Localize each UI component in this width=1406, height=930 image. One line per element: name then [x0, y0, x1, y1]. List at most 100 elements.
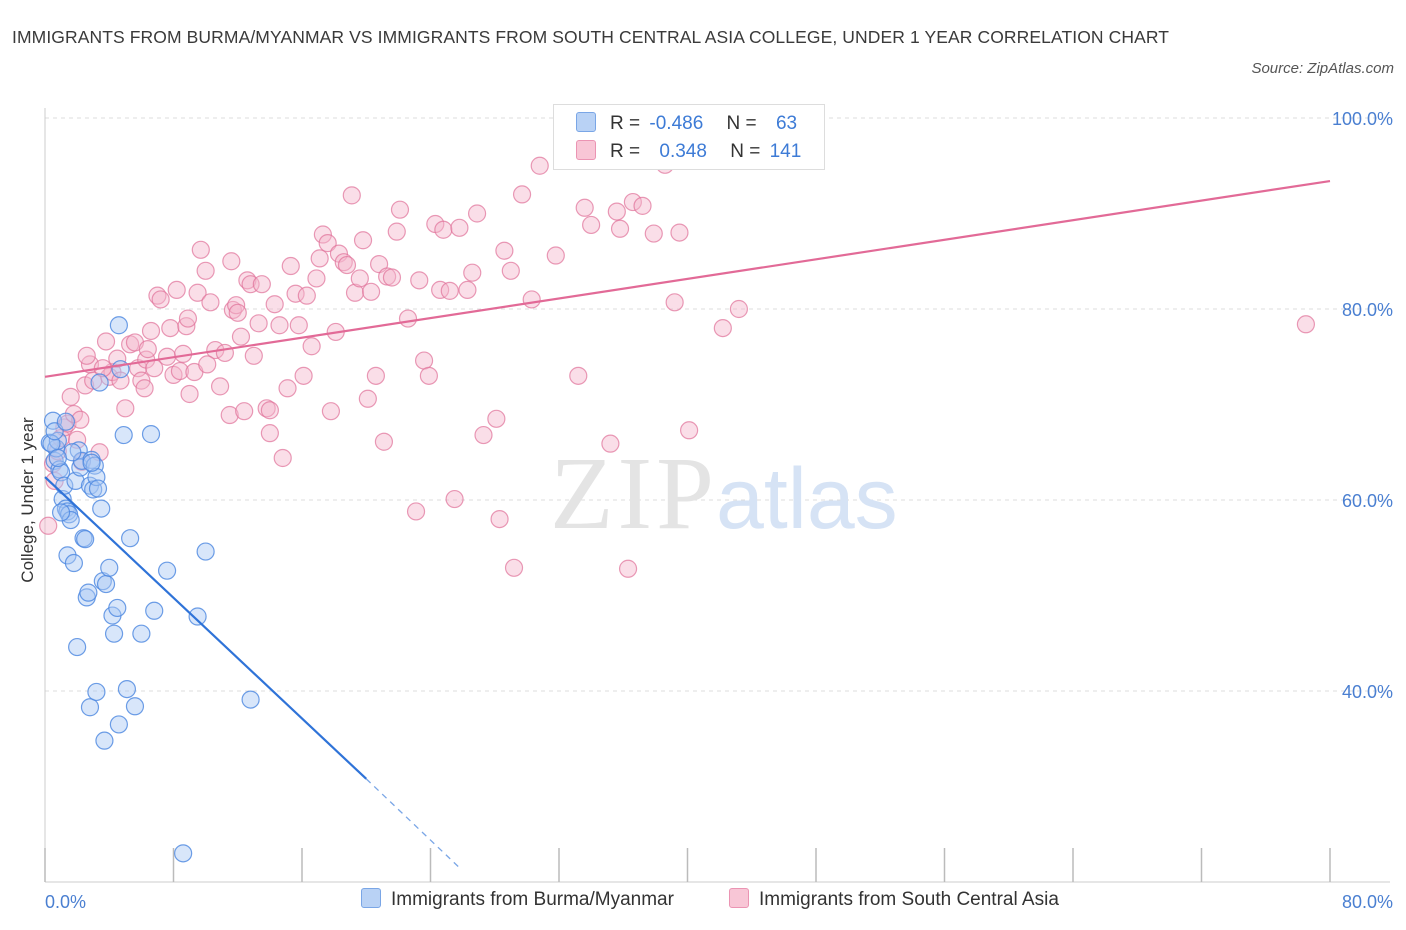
data-point-burma-myanmar	[100, 558, 119, 577]
data-point-south-central-asia	[623, 192, 642, 212]
y-tick-label: 80.0%	[1342, 300, 1393, 320]
data-point-south-central-asia	[670, 223, 689, 242]
data-point-south-central-asia	[310, 249, 329, 268]
correlation-legend: R = -0.486 N = 63 R = 0.348 N = 141	[553, 104, 825, 170]
data-point-burma-myanmar	[87, 467, 106, 487]
data-point-south-central-asia	[188, 283, 207, 302]
data-point-south-central-asia	[39, 516, 58, 535]
data-point-burma-myanmar	[50, 460, 69, 479]
data-point-south-central-asia	[273, 448, 292, 468]
data-point-south-central-asia	[151, 290, 170, 309]
data-point-burma-myanmar	[74, 529, 93, 548]
data-point-south-central-asia	[512, 185, 532, 204]
data-point-south-central-asia	[108, 349, 127, 368]
y-tick-label: 60.0%	[1342, 491, 1393, 511]
data-point-south-central-asia	[374, 432, 394, 451]
data-point-south-central-asia	[546, 246, 565, 265]
data-point-burma-myanmar	[56, 412, 75, 431]
data-point-south-central-asia	[665, 293, 684, 312]
legend-n-value: 141	[769, 141, 802, 162]
legend-n-label: N =	[730, 141, 761, 162]
data-point-south-central-asia	[138, 340, 157, 359]
data-point-burma-myanmar	[196, 542, 215, 561]
data-point-south-central-asia	[210, 377, 230, 396]
data-point-burma-myanmar	[51, 503, 71, 522]
legend-row-burma: R = -0.486 N = 63	[576, 110, 797, 138]
data-point-south-central-asia	[467, 204, 487, 223]
data-point-burma-myanmar	[58, 546, 77, 565]
data-point-south-central-asia	[601, 434, 620, 453]
bottom-legend-swatch-pink	[729, 888, 749, 908]
data-point-south-central-asia	[390, 200, 410, 219]
data-point-south-central-asia	[61, 387, 80, 406]
data-point-burma-myanmar	[85, 456, 104, 475]
data-point-burma-myanmar	[80, 698, 100, 717]
data-point-south-central-asia	[434, 220, 453, 239]
data-point-south-central-asia	[490, 509, 509, 529]
data-point-south-central-asia	[191, 240, 210, 259]
data-point-burma-myanmar	[68, 637, 87, 657]
data-point-south-central-asia	[257, 399, 276, 418]
data-point-burma-myanmar	[145, 601, 164, 620]
data-point-south-central-asia	[345, 283, 365, 302]
data-point-south-central-asia	[410, 271, 429, 290]
x-tick-label: 0.0%	[45, 892, 86, 912]
watermark-atlas: atlas	[716, 451, 898, 547]
y-tick-label: 100.0%	[1332, 109, 1393, 129]
data-point-south-central-asia	[337, 255, 357, 275]
data-point-south-central-asia	[431, 280, 450, 299]
data-point-south-central-asia	[495, 241, 514, 260]
data-point-south-central-asia	[1296, 315, 1316, 334]
data-point-south-central-asia	[729, 299, 749, 319]
data-point-south-central-asia	[633, 196, 652, 215]
data-point-burma-myanmar	[96, 574, 116, 594]
data-point-south-central-asia	[289, 316, 308, 335]
data-point-burma-myanmar	[141, 425, 161, 444]
data-point-burma-myanmar	[109, 316, 128, 335]
data-point-south-central-asia	[231, 327, 251, 346]
data-point-south-central-asia	[334, 253, 353, 272]
data-point-south-central-asia	[198, 355, 217, 374]
data-point-south-central-asia	[260, 401, 279, 420]
data-point-burma-myanmar	[64, 553, 84, 573]
tick-labels: 40.0% 60.0% 80.0% 100.0% 0.0% 80.0%	[45, 109, 1393, 912]
data-point-burma-myanmar	[82, 453, 101, 472]
data-point-south-central-asia	[178, 309, 198, 328]
data-point-south-central-asia	[450, 218, 469, 237]
data-point-south-central-asia	[215, 343, 234, 363]
data-point-burma-myanmar	[109, 715, 128, 734]
legend-swatch-blue	[576, 112, 596, 132]
data-point-south-central-asia	[297, 286, 316, 305]
data-point-south-central-asia	[501, 261, 520, 280]
data-point-burma-myanmar	[121, 529, 140, 548]
data-point-south-central-asia	[607, 202, 626, 221]
data-point-south-central-asia	[644, 224, 663, 243]
data-point-south-central-asia	[77, 346, 96, 365]
data-point-south-central-asia	[463, 263, 482, 282]
data-point-south-central-asia	[445, 489, 464, 509]
data-point-south-central-asia	[116, 399, 135, 418]
data-point-south-central-asia	[196, 261, 215, 280]
data-point-south-central-asia	[252, 275, 271, 294]
data-point-south-central-asia	[260, 424, 279, 443]
data-point-south-central-asia	[382, 268, 402, 287]
data-point-burma-myanmar	[188, 607, 207, 626]
data-point-south-central-asia	[361, 282, 381, 301]
data-point-burma-myanmar	[88, 479, 108, 498]
bottom-legend-label-south-central-asia: Immigrants from South Central Asia	[759, 889, 1059, 910]
watermark: ZIP atlas	[550, 436, 898, 551]
data-point-south-central-asia	[530, 156, 549, 175]
data-point-burma-myanmar	[61, 510, 80, 530]
data-point-burma-myanmar	[114, 425, 133, 445]
legend-r-value: -0.486	[649, 113, 704, 134]
data-point-south-central-asia	[249, 314, 268, 333]
bottom-legend-burma: Immigrants from Burma/Myanmar	[361, 888, 674, 911]
x-tick-label: 80.0%	[1342, 892, 1393, 912]
data-point-burma-myanmar	[174, 844, 193, 863]
data-point-burma-myanmar	[125, 697, 145, 716]
data-point-south-central-asia	[313, 225, 332, 244]
data-point-south-central-asia	[419, 366, 438, 385]
series-south-central-asia	[39, 155, 1316, 578]
data-point-south-central-asia	[358, 389, 377, 408]
legend-r-label: R =	[610, 113, 641, 134]
